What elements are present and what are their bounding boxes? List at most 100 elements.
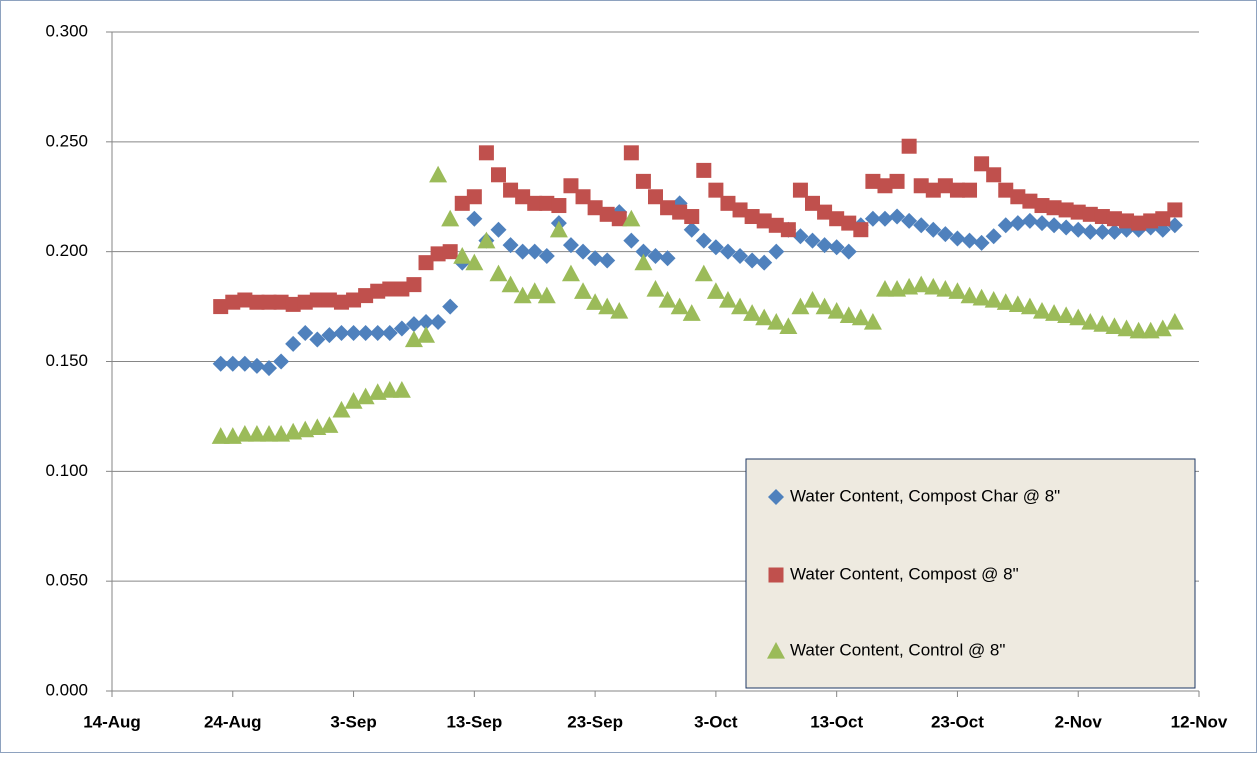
marker (672, 204, 688, 220)
marker (526, 243, 543, 260)
marker (622, 209, 641, 227)
marker (767, 312, 786, 330)
legend-label: Water Content, Compost @ 8" (790, 564, 1019, 583)
x-tick-label: 24-Aug (204, 712, 262, 731)
marker (466, 210, 483, 227)
marker (972, 288, 991, 306)
marker (563, 178, 579, 194)
marker (453, 247, 472, 264)
marker (285, 335, 302, 352)
y-tick-label: 0.250 (45, 131, 88, 150)
x-tick-label: 13-Oct (810, 712, 863, 731)
marker (791, 297, 810, 315)
marker (1105, 317, 1124, 335)
marker (393, 320, 410, 337)
marker (225, 294, 241, 310)
marker (477, 231, 496, 249)
marker (997, 217, 1014, 234)
marker (249, 294, 265, 310)
marker (719, 243, 736, 260)
marker (1129, 321, 1148, 339)
marker (744, 209, 760, 225)
marker (1155, 211, 1171, 227)
marker (344, 392, 363, 409)
marker (549, 220, 568, 238)
marker (732, 202, 748, 218)
marker (369, 324, 386, 341)
marker (1143, 213, 1159, 229)
marker (587, 250, 604, 267)
marker (575, 243, 592, 260)
x-tick-label: 13-Sep (446, 712, 502, 731)
marker (684, 209, 700, 225)
marker (1009, 215, 1026, 232)
marker (1046, 200, 1062, 216)
marker (720, 195, 736, 211)
marker (851, 308, 870, 326)
marker (273, 353, 290, 370)
marker (561, 264, 580, 282)
marker (744, 252, 761, 269)
x-tick-label: 12-Nov (1171, 712, 1228, 731)
marker (1094, 209, 1110, 225)
marker (382, 281, 398, 297)
y-tick-label: 0.050 (45, 571, 88, 590)
marker (816, 237, 833, 254)
marker (441, 209, 460, 227)
marker (984, 290, 1003, 308)
marker (695, 232, 712, 249)
marker (405, 316, 422, 333)
marker (610, 301, 629, 319)
marker (586, 293, 605, 310)
marker (1070, 204, 1086, 220)
marker (1082, 206, 1098, 222)
marker (598, 297, 617, 315)
marker (960, 286, 979, 304)
marker (1034, 198, 1050, 214)
marker (502, 237, 519, 254)
marker (309, 292, 325, 308)
marker (841, 215, 857, 231)
marker (537, 286, 556, 304)
marker (623, 232, 640, 249)
marker (1046, 217, 1063, 234)
legend-label: Water Content, Compost Char @ 8" (790, 486, 1060, 505)
marker (211, 427, 230, 444)
series (212, 195, 1183, 377)
marker (658, 290, 677, 308)
marker (1021, 212, 1038, 229)
marker (309, 331, 326, 348)
marker (756, 254, 773, 271)
marker (527, 195, 543, 211)
marker (1119, 213, 1135, 229)
marker (996, 293, 1015, 310)
marker (1167, 202, 1183, 218)
marker (985, 228, 1002, 245)
marker (235, 424, 254, 442)
legend-marker (767, 642, 785, 659)
marker (792, 228, 809, 245)
marker (937, 178, 953, 194)
x-tick-label: 14-Aug (83, 712, 141, 731)
marker (404, 330, 423, 348)
marker (659, 250, 676, 267)
marker (1022, 193, 1038, 209)
marker (1032, 301, 1051, 319)
marker (961, 232, 978, 249)
marker (1020, 297, 1039, 315)
marker (1106, 211, 1122, 227)
marker (683, 221, 700, 238)
marker (525, 282, 544, 299)
marker (805, 195, 821, 211)
marker (394, 281, 410, 297)
marker (237, 292, 253, 308)
marker (297, 324, 314, 341)
marker (696, 162, 712, 178)
marker (973, 234, 990, 251)
marker (1045, 304, 1064, 321)
marker (863, 312, 882, 330)
marker (876, 210, 893, 227)
marker (357, 324, 374, 341)
marker (925, 182, 941, 198)
x-tick-label: 3-Sep (330, 712, 376, 731)
